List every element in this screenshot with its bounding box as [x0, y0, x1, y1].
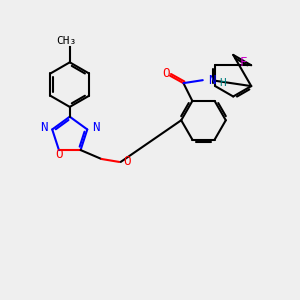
- Text: N: N: [92, 122, 99, 134]
- Text: N: N: [40, 122, 48, 134]
- Text: CH₃: CH₃: [57, 36, 77, 46]
- Text: O: O: [123, 155, 130, 168]
- Text: O: O: [163, 67, 170, 80]
- Text: O: O: [55, 148, 63, 161]
- Text: H: H: [219, 78, 226, 88]
- Text: F: F: [239, 56, 247, 69]
- Text: N: N: [208, 74, 216, 87]
